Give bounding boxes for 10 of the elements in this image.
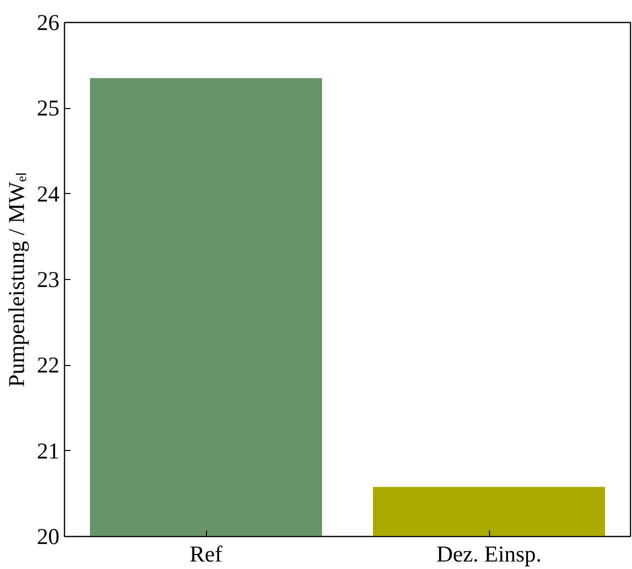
y-tick-label: 24 — [36, 181, 60, 206]
y-tick-label: 23 — [36, 267, 60, 292]
y-tick-label: 21 — [36, 438, 60, 464]
y-tick-label: 26 — [36, 10, 60, 35]
y-tick-label: 22 — [36, 352, 60, 378]
y-tick-label: 25 — [36, 96, 60, 121]
y-tick-label: 20 — [36, 524, 60, 549]
x-tick-label: Ref — [190, 542, 223, 566]
y-axis-title: Pumpenleistung / MWₑₗ — [4, 172, 29, 387]
x-tick-label: Dez. Einsp. — [436, 542, 542, 566]
